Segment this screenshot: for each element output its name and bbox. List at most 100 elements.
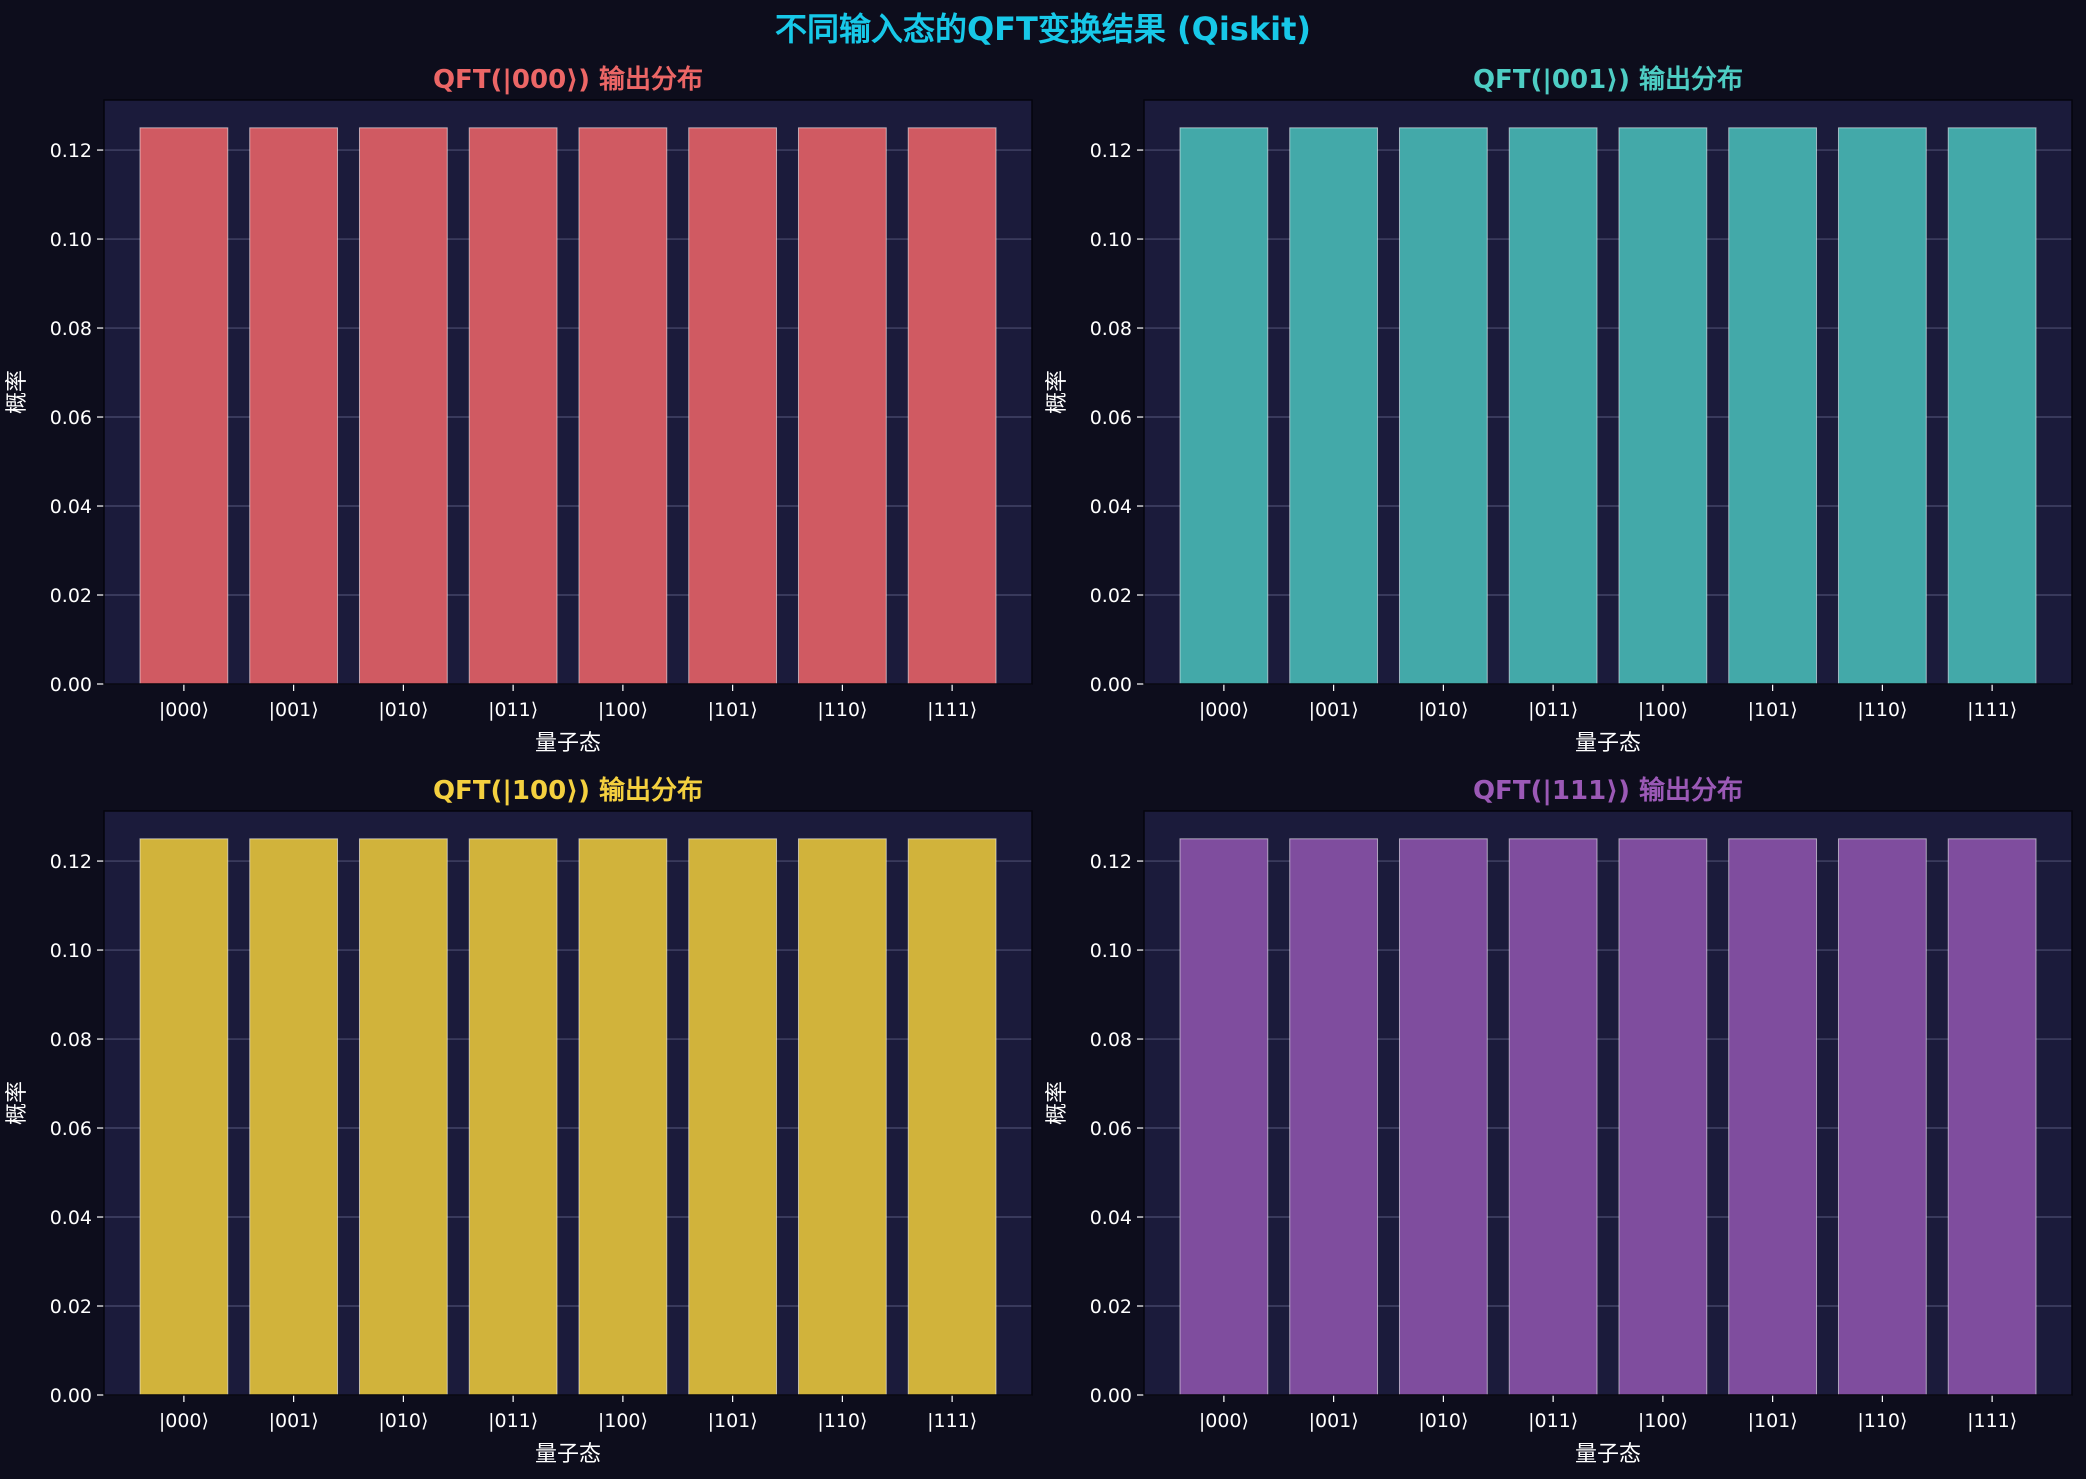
x-tick-label: |101⟩	[1748, 1410, 1798, 1432]
y-axis-label: 概率	[5, 370, 30, 414]
x-tick-label: |010⟩	[378, 699, 428, 721]
y-tick-label: 0.08	[50, 318, 92, 340]
x-tick-label: |011⟩	[1528, 699, 1578, 721]
bar	[578, 838, 668, 1396]
x-tick-label: |001⟩	[269, 699, 319, 721]
bar	[1508, 127, 1598, 685]
y-tick-label: 0.06	[50, 1118, 92, 1140]
plot-frame	[103, 99, 1033, 685]
subplot-title: QFT(|100⟩) 输出分布	[433, 775, 703, 806]
x-tick-label: |001⟩	[269, 1410, 319, 1432]
x-tick-label: |101⟩	[708, 699, 758, 721]
x-axis-label: 量子态	[1575, 731, 1641, 756]
x-tick-label: |110⟩	[1857, 1410, 1907, 1432]
y-tick-label: 0.12	[50, 851, 92, 873]
subplot-title: QFT(|001⟩) 输出分布	[1473, 64, 1743, 95]
y-tick-label: 0.06	[50, 407, 92, 429]
figure-title: 不同输入态的QFT变换结果 (Qiskit)	[775, 10, 1311, 48]
bar	[1398, 838, 1488, 1396]
y-tick-label: 0.02	[50, 1296, 92, 1318]
plot-area	[1144, 100, 2072, 684]
y-tick-label: 0.12	[1090, 851, 1132, 873]
x-tick-label: |011⟩	[488, 699, 538, 721]
y-tick-label: 0.00	[1090, 1385, 1132, 1407]
subplot-1: 0.00 0.02 0.04 0.06 0.08 0.10 0.12 |000⟩ |001⟩ |0…	[5, 64, 1033, 756]
y-tick-label: 0.04	[50, 1207, 92, 1229]
y-tick-label: 0.10	[1090, 229, 1132, 251]
plot-area	[1144, 811, 2072, 1395]
x-tick-label: |100⟩	[1638, 699, 1688, 721]
x-tick-label: |010⟩	[1418, 1410, 1468, 1432]
y-tick-label: 0.02	[50, 585, 92, 607]
bar	[1289, 838, 1379, 1396]
y-tick-label: 0.10	[50, 229, 92, 251]
y-tick-label: 0.08	[1090, 318, 1132, 340]
y-tick-label: 0.00	[50, 674, 92, 696]
y-tick-label: 0.12	[1090, 140, 1132, 162]
y-tick-label: 0.02	[1090, 585, 1132, 607]
x-tick-label: |110⟩	[817, 699, 867, 721]
x-tick-label: |000⟩	[1199, 699, 1249, 721]
x-tick-label: |111⟩	[1967, 1410, 2017, 1432]
y-tick-label: 0.10	[1090, 940, 1132, 962]
bar	[907, 127, 997, 685]
y-tick-label: 0.04	[50, 496, 92, 518]
x-tick-label: |110⟩	[1857, 699, 1907, 721]
bar	[1508, 838, 1598, 1396]
bar	[1179, 127, 1269, 685]
x-tick-label: |111⟩	[927, 699, 977, 721]
y-axis-label: 概率	[1045, 1081, 1070, 1125]
x-tick-label: |000⟩	[159, 1410, 209, 1432]
plot-area	[104, 100, 1032, 684]
bar	[249, 127, 339, 685]
x-tick-label: |010⟩	[378, 1410, 428, 1432]
x-tick-label: |010⟩	[1418, 699, 1468, 721]
bar	[358, 838, 448, 1396]
x-tick-label: |100⟩	[1638, 1410, 1688, 1432]
bar	[358, 127, 448, 685]
bar	[797, 127, 887, 685]
bar	[797, 838, 887, 1396]
x-tick-label: |001⟩	[1309, 1410, 1359, 1432]
bar	[688, 838, 778, 1396]
x-tick-label: |101⟩	[708, 1410, 758, 1432]
y-tick-label: 0.06	[1090, 407, 1132, 429]
x-tick-label: |001⟩	[1309, 699, 1359, 721]
subplot-title: QFT(|000⟩) 输出分布	[433, 64, 703, 95]
bar	[1618, 838, 1708, 1396]
y-tick-label: 0.04	[1090, 496, 1132, 518]
y-tick-label: 0.12	[50, 140, 92, 162]
bar	[139, 127, 229, 685]
y-axis-label: 概率	[1045, 370, 1070, 414]
bar	[1837, 838, 1927, 1396]
plot-area	[104, 811, 1032, 1395]
bar	[907, 838, 997, 1396]
y-tick-label: 0.04	[1090, 1207, 1132, 1229]
y-tick-label: 0.08	[1090, 1029, 1132, 1051]
bar	[1618, 127, 1708, 685]
y-tick-label: 0.06	[1090, 1118, 1132, 1140]
bar	[1179, 838, 1269, 1396]
x-tick-label: |110⟩	[817, 1410, 867, 1432]
plot-frame	[1143, 810, 2073, 1396]
y-axis-label: 概率	[5, 1081, 30, 1125]
y-tick-label: 0.00	[50, 1385, 92, 1407]
y-tick-label: 0.10	[50, 940, 92, 962]
bar	[1728, 838, 1818, 1396]
subplot-4: 0.00 0.02 0.04 0.06 0.08 0.10 0.12 |000⟩ |001⟩ |0…	[1045, 775, 2073, 1467]
x-tick-label: |011⟩	[488, 1410, 538, 1432]
x-tick-label: |100⟩	[598, 1410, 648, 1432]
y-tick-label: 0.02	[1090, 1296, 1132, 1318]
bar	[1289, 127, 1379, 685]
plot-frame	[103, 810, 1033, 1396]
x-tick-label: |000⟩	[159, 699, 209, 721]
x-axis-label: 量子态	[535, 1442, 601, 1467]
subplot-3: 0.00 0.02 0.04 0.06 0.08 0.10 0.12 |000⟩ |001⟩ |0…	[5, 775, 1033, 1467]
bar	[1837, 127, 1927, 685]
x-axis-label: 量子态	[535, 731, 601, 756]
x-tick-label: |111⟩	[1967, 699, 2017, 721]
y-tick-label: 0.00	[1090, 674, 1132, 696]
x-tick-label: |011⟩	[1528, 1410, 1578, 1432]
bar	[1398, 127, 1488, 685]
x-tick-label: |111⟩	[927, 1410, 977, 1432]
